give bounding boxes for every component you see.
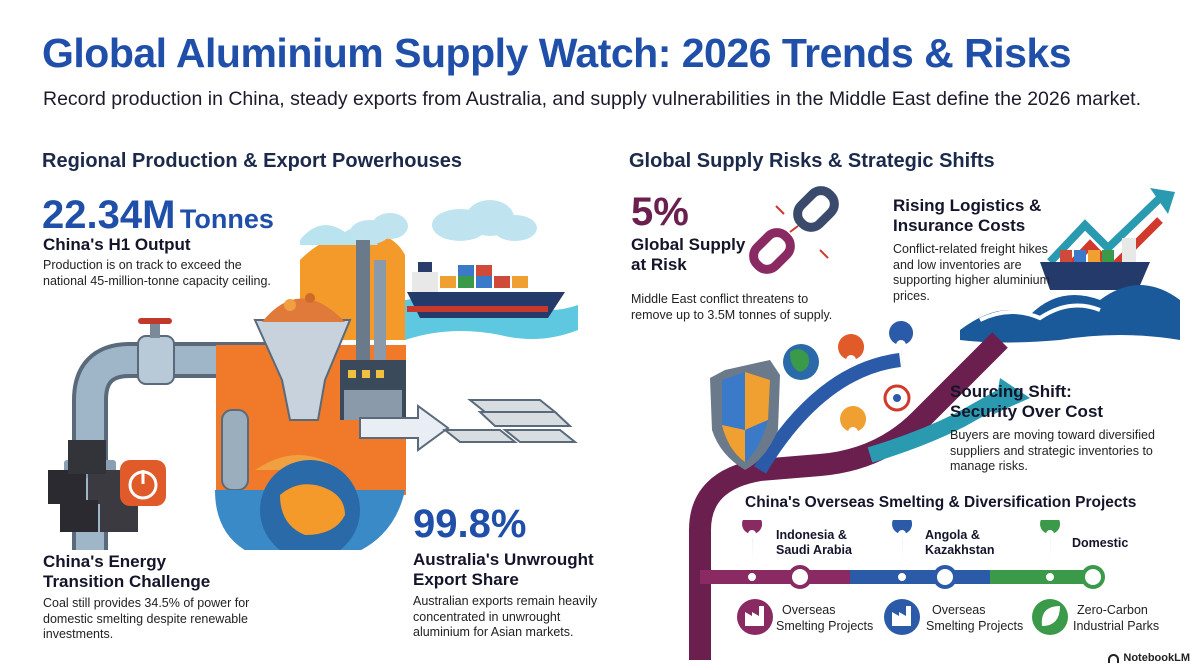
location-pin-icon	[742, 520, 1061, 560]
china-output-desc: Production is on track to exceed the nat…	[43, 258, 271, 288]
factory-icon	[737, 599, 920, 635]
notebook-icon	[1108, 653, 1120, 663]
china-output-unit: Tonnes	[179, 204, 274, 234]
arrow-right-icon	[359, 404, 450, 452]
australia-label: Australia's Unwrought Export Share	[413, 550, 594, 589]
project-desc-1: Overseas Smelting Projects	[776, 603, 874, 633]
project-location-2: Angola & Kazakhstan	[925, 528, 995, 557]
ship-on-waves-icon	[960, 238, 1180, 343]
project-desc-3: Zero-Carbon Industrial Parks	[1073, 603, 1160, 633]
page-title: Global Aluminium Supply Watch: 2026 Tren…	[42, 30, 1072, 76]
australia-globe-icon	[215, 460, 405, 550]
projects-heading: China's Overseas Smelting & Diversificat…	[745, 494, 1137, 511]
sourcing-label: Sourcing Shift: Security Over Cost	[950, 382, 1104, 421]
coal-icon	[48, 440, 138, 532]
right-section-heading: Global Supply Risks & Strategic Shifts	[629, 150, 995, 172]
production-illustration	[48, 200, 578, 550]
shield-icon	[710, 360, 780, 470]
aluminium-ingots-icon	[442, 399, 578, 443]
australia-value: 99.8%	[413, 502, 527, 546]
project-desc-2: Overseas Smelting Projects	[926, 603, 1024, 633]
pipeline-icon	[64, 318, 300, 550]
project-location-3: Domestic	[1072, 536, 1129, 550]
brand-watermark: NotebookLM	[1108, 652, 1190, 664]
risk-desc: Middle East conflict threatens to remove…	[631, 292, 833, 322]
risk-value: 5%	[631, 190, 689, 234]
risk-label: Global Supply at Risk	[631, 235, 746, 274]
logistics-label: Rising Logistics & Insurance Costs	[893, 196, 1042, 235]
projects-timeline	[700, 520, 1105, 635]
broken-chain-icon	[749, 186, 839, 274]
china-output-value: 22.34M	[42, 193, 176, 237]
risk-illustration	[689, 186, 1180, 660]
australia-desc: Australian exports remain heavily concen…	[413, 594, 598, 640]
project-location-1: Indonesia & Saudi Arabia	[776, 528, 852, 557]
logistics-desc: Conflict-related freight hikes and low i…	[893, 242, 1051, 303]
globe-icon	[783, 344, 819, 380]
power-icon	[120, 460, 166, 506]
leaf-icon	[1032, 599, 1068, 635]
cargo-ship-icon	[407, 262, 565, 318]
arrow-right-icon	[994, 378, 1030, 414]
energy-desc: Coal still provides 34.5% of power for d…	[43, 596, 250, 642]
china-output-stat: 22.34M Tonnes	[42, 193, 274, 238]
left-section-heading: Regional Production & Export Powerhouses	[42, 150, 463, 172]
location-pin-icon	[838, 321, 914, 462]
sourcing-desc: Buyers are moving toward diversified sup…	[950, 428, 1155, 474]
energy-label: China's Energy Transition Challenge	[43, 552, 211, 591]
page-subtitle: Record production in China, steady expor…	[43, 88, 1142, 110]
china-output-label: China's H1 Output	[43, 235, 191, 254]
cloud-icon	[350, 200, 537, 244]
